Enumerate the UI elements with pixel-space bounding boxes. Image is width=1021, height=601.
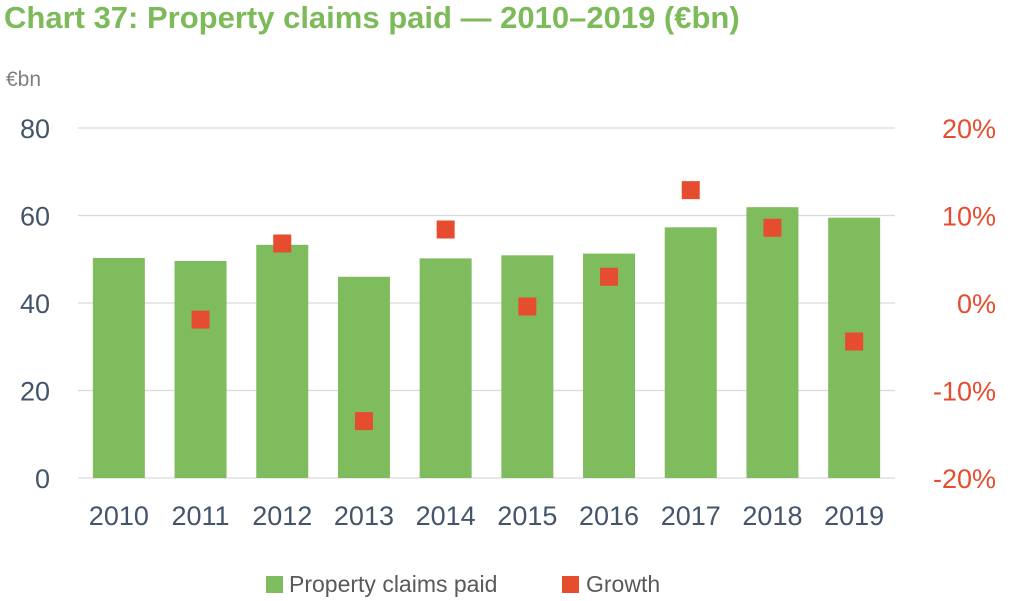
x-tick-label: 2018: [742, 501, 802, 531]
growth-marker: [436, 220, 455, 239]
y-tick-label: 20: [20, 377, 50, 407]
x-tick-label: 2012: [252, 501, 312, 531]
growth-marker: [273, 234, 292, 253]
y-tick-label: 80: [20, 114, 50, 144]
legend-label-bars: Property claims paid: [289, 571, 497, 597]
y2-tick-label: -10%: [933, 377, 996, 407]
bar: [501, 255, 554, 478]
legend-swatch-bars: [266, 576, 283, 593]
bar: [337, 276, 390, 478]
chart-title: Chart 37: Property claims paid — 2010–20…: [4, 0, 740, 35]
y-axis-unit-label: €bn: [6, 68, 41, 91]
y2-tick-label: 10%: [942, 202, 996, 232]
x-tick-label: 2011: [172, 501, 230, 531]
bar: [419, 258, 472, 478]
growth-marker: [763, 218, 782, 237]
bar: [746, 207, 799, 478]
y2-tick-label: 0%: [957, 289, 996, 319]
growth-marker: [845, 332, 864, 351]
bar: [256, 244, 309, 478]
y2-tick-label: 20%: [942, 114, 996, 144]
bar: [583, 253, 636, 478]
x-tick-label: 2013: [334, 501, 394, 531]
bar-series: [92, 207, 881, 478]
y-tick-label: 0: [35, 464, 50, 494]
legend-swatch-growth: [562, 576, 579, 593]
growth-marker: [518, 297, 537, 316]
growth-series: [191, 181, 864, 431]
y-tick-label: 60: [20, 202, 50, 232]
right-axis-labels: -20% -10% 0% 10% 20%: [933, 114, 996, 494]
x-tick-label: 2014: [416, 501, 476, 531]
growth-marker: [681, 181, 700, 200]
legend: Property claims paid Growth: [266, 571, 660, 597]
y-tick-label: 40: [20, 289, 50, 319]
bar: [92, 257, 145, 478]
x-tick-label: 2016: [579, 501, 639, 531]
x-tick-label: 2015: [497, 501, 557, 531]
x-tick-label: 2019: [824, 501, 884, 531]
left-axis-labels: 0 20 40 60 80: [20, 114, 50, 494]
y2-tick-label: -20%: [933, 464, 996, 494]
x-tick-label: 2010: [89, 501, 149, 531]
x-tick-label: 2017: [661, 501, 721, 531]
growth-marker: [191, 310, 210, 329]
x-axis-labels: 2010 2011 2012 2013 2014 2015 2016 2017 2018 2019: [89, 501, 884, 531]
growth-marker: [600, 267, 619, 286]
bar: [174, 261, 227, 478]
legend-label-growth: Growth: [586, 571, 660, 597]
growth-marker: [354, 412, 373, 431]
bar: [664, 227, 717, 478]
